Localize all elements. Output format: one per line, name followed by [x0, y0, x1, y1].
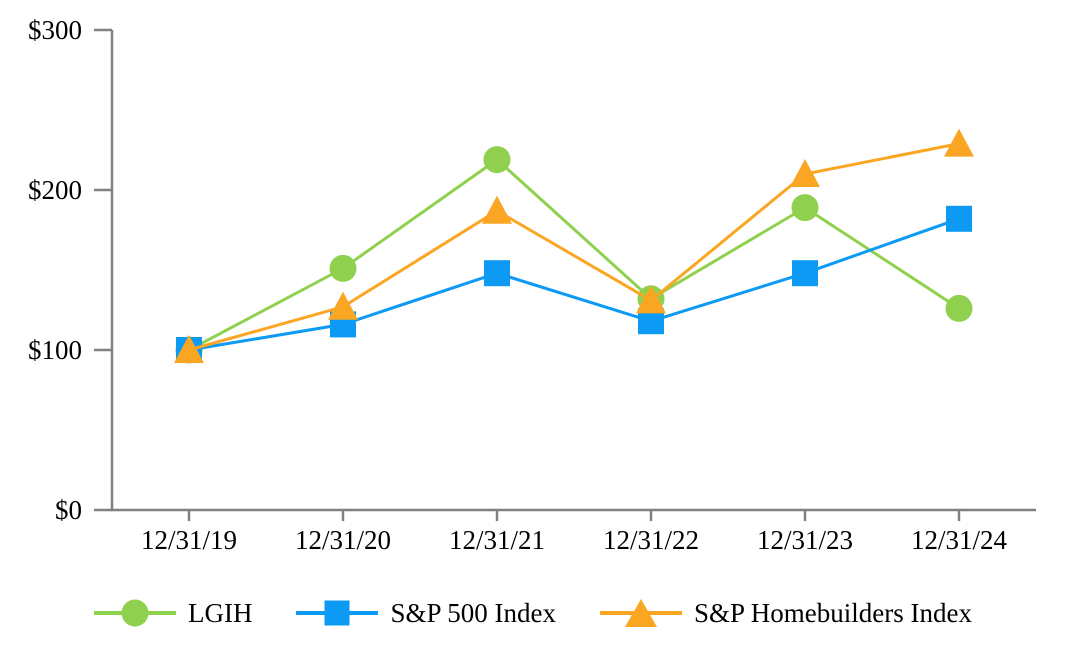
data-point-square — [484, 260, 510, 287]
legend-swatch — [600, 597, 682, 629]
data-point-triangle — [636, 285, 666, 314]
x-axis-label: 12/31/23 — [757, 525, 853, 555]
x-axis: 12/31/19 12/31/20 12/31/21 12/31/22 12/31/23… — [111, 508, 1036, 555]
y-axis-label: $300 — [28, 15, 82, 45]
y-axis-label: $0 — [55, 495, 82, 525]
series-line — [188, 157, 960, 352]
data-point-triangle — [944, 128, 974, 157]
legend-label: S&P Homebuilders Index — [694, 598, 972, 628]
circle-marker-icon — [121, 599, 149, 627]
data-point-circle — [329, 254, 357, 282]
series-s-p-500-index — [176, 205, 972, 363]
legend-item-s-p-homebuilders-index: S&P Homebuilders Index — [600, 597, 972, 629]
series-group — [174, 128, 974, 364]
legend-swatch — [296, 597, 379, 629]
chart-canvas: $0$100$200$300 12/31/19 12/31/20 12/31/21 1… — [28, 15, 1036, 555]
x-axis-label: 12/31/22 — [603, 525, 699, 555]
triangle-marker-icon — [625, 599, 657, 627]
legend-swatch — [94, 597, 176, 629]
x-axis-label: 12/31/19 — [141, 525, 237, 555]
series-line — [188, 217, 960, 352]
x-axis-label: 12/31/20 — [295, 525, 391, 555]
series-s-p-homebuilders-index — [174, 128, 974, 363]
data-point-circle — [945, 294, 973, 322]
data-point-triangle — [174, 335, 204, 363]
y-axis-label: $100 — [28, 335, 82, 365]
data-point-circle — [791, 194, 819, 222]
legend-label: LGIH — [188, 598, 253, 628]
data-point-triangle — [482, 195, 512, 224]
y-axis-label: $200 — [28, 175, 82, 205]
chart-legend: LGIH S&P 500 Index S&P Homebuilders Index — [0, 597, 1066, 629]
x-axis-label: 12/31/21 — [449, 525, 545, 555]
series-line — [188, 142, 960, 352]
data-point-triangle — [328, 291, 358, 320]
data-point-circle — [483, 146, 511, 174]
legend-item-lgih: LGIH — [94, 597, 252, 629]
x-axis-label: 12/31/24 — [911, 525, 1008, 555]
legend-label: S&P 500 Index — [390, 598, 556, 628]
square-marker-icon — [324, 600, 350, 626]
data-point-triangle — [790, 159, 820, 187]
legend-item-s-p-500-index: S&P 500 Index — [296, 597, 556, 629]
data-point-square — [946, 205, 972, 232]
y-axis: $0 $100 $200 $300 — [28, 15, 114, 525]
data-point-square — [792, 260, 818, 287]
